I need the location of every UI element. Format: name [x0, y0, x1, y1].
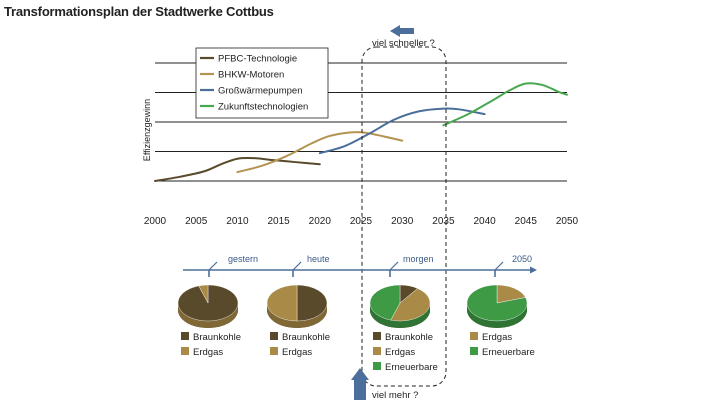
timeline-tick-lead	[292, 261, 302, 271]
legend-entry: Großwärmepumpen	[218, 86, 302, 97]
series-lines	[154, 82, 568, 182]
timeline-tick-lead	[208, 261, 218, 271]
grid-lines	[155, 62, 567, 182]
arrow-up-icon	[351, 368, 369, 400]
timeline-tick-lead	[494, 261, 504, 271]
pie-legend-label: Erneuerbare	[385, 362, 438, 373]
pie-legend-label: Braunkohle	[282, 332, 330, 343]
pie-legend-label: Erneuerbare	[482, 347, 535, 358]
x-tick-label: 2040	[473, 216, 496, 227]
series-line-bhkw-motoren	[236, 131, 404, 174]
legend-entry: BHKW-Motoren	[218, 70, 284, 81]
pie-legend-label: Erdgas	[193, 347, 223, 358]
x-tick-label: 2015	[267, 216, 290, 227]
pie-charts: BraunkohleErdgasBraunkohleErdgasBraunkoh…	[177, 284, 535, 373]
page-title: Transformationsplan der Stadtwerke Cottb…	[4, 4, 274, 19]
timeline-label: 2050	[512, 254, 532, 264]
x-tick-label: 2000	[144, 216, 167, 227]
pie-chart: Braunkohle Erdgas	[266, 284, 330, 358]
pie-legend-swatch	[181, 332, 189, 340]
pie-legend-swatch	[373, 332, 381, 340]
pie-slice-erdgas	[390, 288, 431, 322]
x-tick-label: 2050	[556, 216, 579, 227]
x-tick-label: 2030	[391, 216, 414, 227]
pie-legend-label: Erdgas	[385, 347, 415, 358]
x-tick-label: 2045	[515, 216, 538, 227]
legend-entry: Zukunftstechnologien	[218, 102, 308, 113]
arrow-left-icon	[390, 25, 414, 37]
x-tick-label: 2010	[226, 216, 249, 227]
pie-legend-label: Erdgas	[282, 347, 312, 358]
timeline-label: gestern	[228, 254, 258, 264]
pie-slice-erneuerbare	[466, 284, 528, 322]
chart-legend: PFBC-Technologie BHKW-Motoren Großwärmepum…	[195, 47, 329, 119]
pie-slice-erdgas	[496, 284, 526, 304]
legend-entry: PFBC-Technologie	[218, 54, 297, 65]
series-line-gro-w-rmepumpen	[318, 107, 486, 155]
pie-legend-label: Braunkohle	[193, 332, 241, 343]
timeline-tick-lead	[389, 261, 399, 271]
pie-slice-erdgas	[198, 284, 209, 304]
pie-legend-swatch	[470, 347, 478, 355]
pie-legend-swatch	[270, 347, 278, 355]
x-tick-label: 2005	[185, 216, 208, 227]
series-line-zukunftstechnologien	[442, 82, 568, 127]
pie-legend-label: Erdgas	[482, 332, 512, 343]
y-axis-label: Effizienzgewinn	[142, 99, 152, 161]
timeline-label: heute	[307, 254, 330, 264]
pie-legend-swatch	[181, 347, 189, 355]
legend-box	[195, 47, 329, 119]
x-tick-label: 2020	[309, 216, 332, 227]
annotation-faster: viel schneller ?	[372, 38, 435, 49]
pie-slice-braunkohle	[296, 284, 328, 322]
pie-slice-erdgas	[266, 284, 298, 322]
pie-chart: Braunkohle Erdgas	[177, 284, 241, 358]
pie-chart: Erdgas Erneuerbare	[466, 284, 535, 358]
timeline: gestern heute morgen 2050	[183, 254, 537, 277]
x-axis-ticks: 2000 2005 2010 2015 2020 2025 2030 2035 2040 2045…	[144, 216, 579, 227]
pie-legend-swatch	[470, 332, 478, 340]
timeline-arrow-icon	[530, 266, 537, 274]
highlight-dashed-box	[361, 46, 447, 387]
pie-legend-swatch	[270, 332, 278, 340]
pie-legend-label: Braunkohle	[385, 332, 433, 343]
pie-slice-erneuerbare	[369, 284, 401, 321]
timeline-label: morgen	[403, 254, 434, 264]
x-tick-label: 2025	[350, 216, 373, 227]
series-line-pfbc-technologie	[154, 156, 321, 182]
annotation-more: viel mehr ?	[372, 390, 418, 401]
pie-chart: Braunkohle Erdgas Erneuerbare	[369, 284, 438, 373]
x-tick-label: 2035	[432, 216, 455, 227]
pie-legend-swatch	[373, 362, 381, 370]
pie-legend-swatch	[373, 347, 381, 355]
